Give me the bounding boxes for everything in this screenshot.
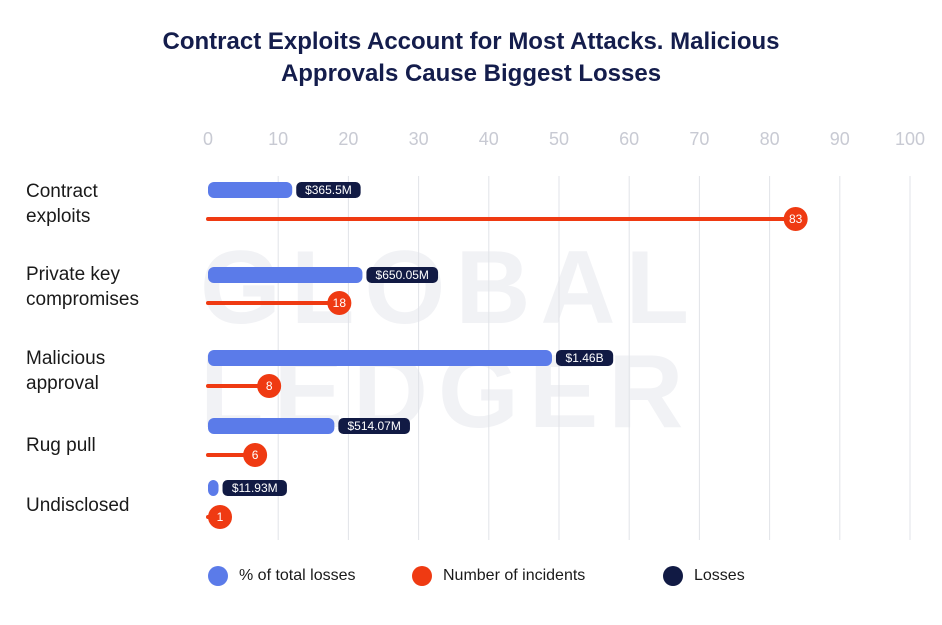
category-label-0-0: Contract (26, 181, 99, 202)
bar-percent-losses-4 (208, 480, 219, 496)
bar-percent-losses-3 (208, 418, 335, 434)
badge-losses-1 (366, 267, 439, 283)
dot-incidents-0 (783, 207, 808, 231)
dot-incidents-label-1: 18 (333, 296, 347, 310)
legend-label-losses: Losses (694, 567, 745, 584)
dot-incidents-label-0: 83 (789, 212, 803, 226)
legend: % of total losses Number of incidents Lo… (0, 564, 942, 588)
badge-losses-label-2: $1.46B (566, 351, 604, 365)
x-tick-label-30: 30 (409, 129, 429, 149)
bar-percent-losses-1 (208, 267, 363, 283)
legend-label-percent: % of total losses (239, 567, 356, 584)
x-tick-label-60: 60 (619, 129, 639, 149)
category-label-1-1: compromises (26, 289, 139, 310)
x-tick-label-90: 90 (830, 129, 850, 149)
chart-title-line-1: Contract Exploits Account for Most Attac… (162, 28, 780, 55)
x-tick-label-100: 100 (895, 129, 925, 149)
category-label-2-1: approval (26, 373, 99, 394)
category-label-0-1: exploits (26, 206, 90, 227)
x-tick-label-80: 80 (760, 129, 780, 149)
x-tick-label-0: 0 (203, 129, 213, 149)
legend-label-incidents: Number of incidents (443, 567, 586, 584)
badge-losses-label-4: $11.93M (232, 481, 278, 495)
badge-losses-0 (296, 182, 361, 198)
bar-percent-losses-0 (208, 182, 293, 198)
legend-item-percent: % of total losses (208, 564, 356, 588)
badge-losses-label-1: $650.05M (376, 268, 429, 282)
legend-dot-percent (208, 566, 228, 586)
dot-incidents-label-4: 1 (217, 510, 224, 524)
x-tick-label-20: 20 (338, 129, 358, 149)
dot-incidents-label-2: 8 (266, 379, 273, 393)
x-tick-label-50: 50 (549, 129, 569, 149)
legend-item-losses: Losses (663, 564, 745, 588)
legend-item-incidents: Number of incidents (412, 564, 585, 588)
category-label-1-0: Private key (26, 264, 120, 285)
category-label-3-0: Rug pull (26, 435, 96, 456)
category-label-2-0: Malicious (26, 348, 105, 369)
chart-title-line-2: Approvals Cause Biggest Losses (280, 60, 662, 87)
badge-losses-label-0: $365.5M (305, 183, 352, 197)
legend-dot-losses (663, 566, 683, 586)
x-tick-label-70: 70 (689, 129, 709, 149)
chart-title: Contract Exploits Account for Most Attac… (0, 26, 942, 90)
x-tick-label-40: 40 (479, 129, 499, 149)
badge-losses-4 (222, 480, 287, 496)
dot-incidents-3 (243, 443, 268, 467)
legend-dot-incidents (412, 566, 432, 586)
dot-incidents-1 (327, 291, 352, 315)
dot-incidents-4 (208, 505, 233, 529)
category-label-4-0: Undisclosed (26, 495, 130, 516)
badge-losses-label-3: $514.07M (347, 419, 400, 433)
dot-incidents-label-3: 6 (252, 448, 259, 462)
badge-losses-3 (338, 418, 410, 434)
badge-losses-2 (555, 350, 614, 366)
x-tick-label-10: 10 (268, 129, 288, 149)
bar-percent-losses-2 (208, 350, 552, 366)
dot-incidents-2 (257, 374, 282, 398)
